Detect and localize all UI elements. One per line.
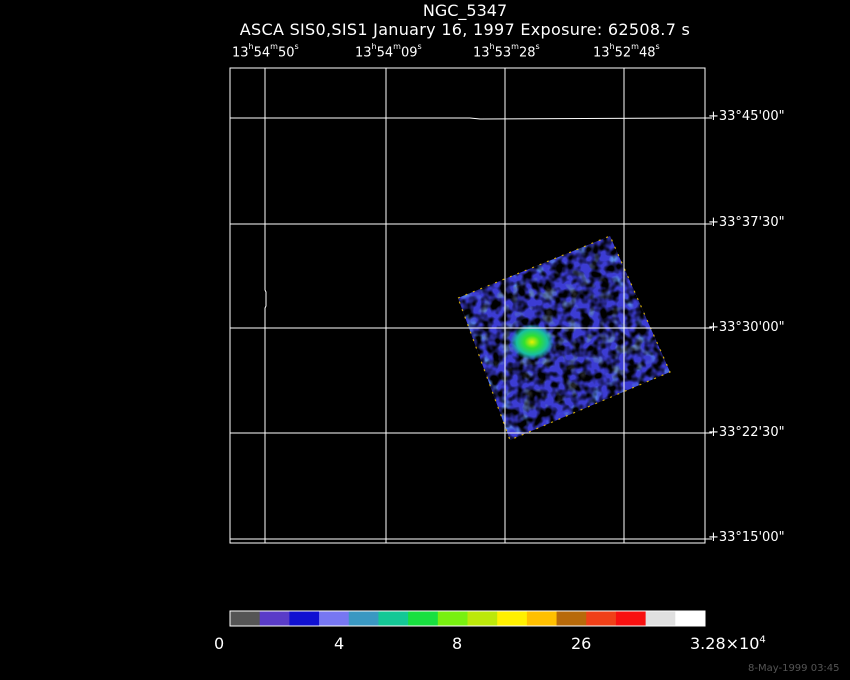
colorbar-label-max: 3.28×104: [690, 634, 766, 653]
colorbar-label-8: 8: [452, 634, 463, 653]
colorbar: [230, 611, 706, 626]
colorbar-swatch: [497, 611, 528, 626]
colorbar-swatch: [467, 611, 498, 626]
colorbar-swatch: [259, 611, 290, 626]
dec-tick-marks: [700, 117, 712, 540]
colorbar-label-4: 4: [334, 634, 345, 653]
ra-label-4: 13h52m48s: [593, 42, 660, 61]
colorbar-swatch: [319, 611, 350, 626]
dec-label-2: +33°37'30": [708, 215, 785, 230]
colorbar-label-0: 0: [214, 634, 225, 653]
colorbar-swatch: [289, 611, 320, 626]
colorbar-frame: [229, 610, 706, 627]
colorbar-swatch: [526, 611, 558, 626]
dec-label-5: +33°15'00": [708, 530, 785, 545]
ra-label-1: 13h54m50s: [232, 42, 299, 61]
colorbar-swatch: [437, 611, 468, 626]
detector-field: [457, 235, 671, 441]
colorbar-swatch: [675, 611, 706, 626]
dec-label-3: +33°30'00": [708, 320, 785, 335]
colorbar-swatch: [556, 611, 587, 626]
colorbar-label-26: 26: [571, 634, 592, 653]
image-subtitle: ASCA SIS0,SIS1 January 16, 1997 Exposure…: [239, 20, 691, 39]
colorbar-swatch: [615, 611, 647, 626]
ra-label-2: 13h54m09s: [355, 42, 422, 61]
dec-label-4: +33°22'30": [708, 425, 785, 440]
colorbar-swatch: [348, 611, 379, 626]
colorbar-swatch: [230, 611, 261, 626]
ra-label-3: 13h53m28s: [473, 42, 540, 61]
colorbar-swatch: [408, 611, 439, 626]
dec-label-1: +33°45'00": [708, 109, 785, 124]
colorbar-swatch: [378, 611, 409, 626]
colorbar-swatch: [586, 611, 617, 626]
timestamp: 8-May-1999 03:45: [748, 663, 840, 674]
image-title: NGC_5347: [422, 1, 508, 20]
coordinate-grid: [230, 68, 706, 543]
colorbar-swatch: [645, 611, 676, 626]
plot-frame: [229, 67, 706, 544]
x-ray-source: [510, 324, 554, 360]
